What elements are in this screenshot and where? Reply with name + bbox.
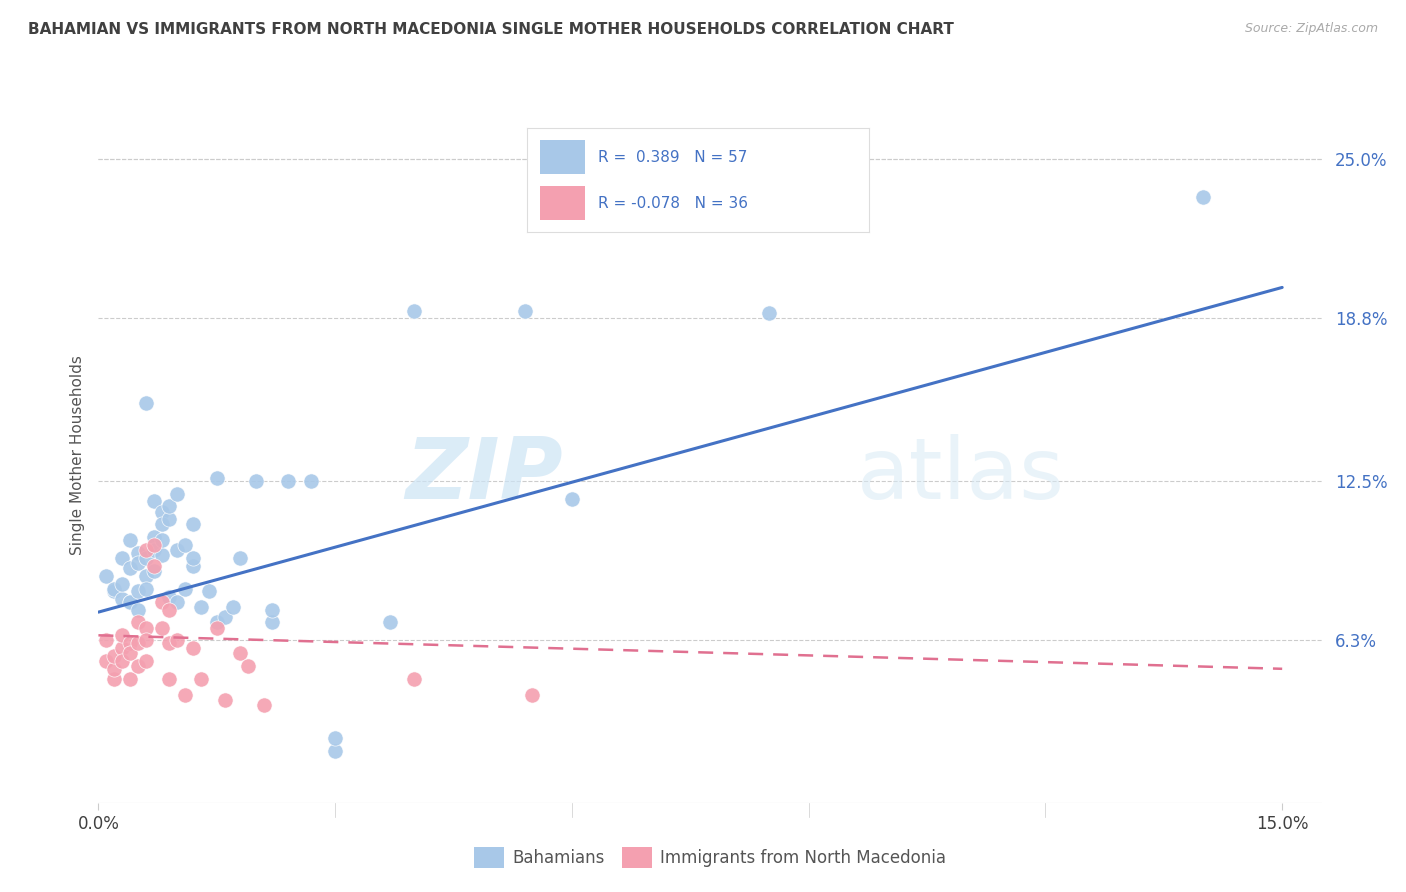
Point xyxy=(142,558,165,573)
Point xyxy=(127,636,149,650)
Point xyxy=(181,641,204,656)
Point xyxy=(190,599,212,614)
Point xyxy=(118,595,141,609)
Legend: Bahamians, Immigrants from North Macedonia: Bahamians, Immigrants from North Macedon… xyxy=(468,841,952,874)
Point xyxy=(135,396,157,410)
Point xyxy=(150,505,173,519)
Point xyxy=(135,582,157,596)
Point xyxy=(277,474,299,488)
Text: ZIP: ZIP xyxy=(405,434,564,517)
Point xyxy=(150,533,173,547)
Point xyxy=(245,474,267,488)
Point xyxy=(301,474,323,488)
Point xyxy=(198,584,221,599)
Text: atlas: atlas xyxy=(856,434,1064,517)
Point xyxy=(522,688,544,702)
Point xyxy=(118,646,141,660)
Point xyxy=(205,621,228,635)
Point xyxy=(142,538,165,552)
Point xyxy=(513,303,536,318)
Point xyxy=(127,546,149,560)
Point xyxy=(96,654,118,668)
Point xyxy=(1192,190,1215,204)
Point xyxy=(159,602,181,616)
Point xyxy=(181,558,204,573)
Point xyxy=(118,672,141,686)
Point xyxy=(103,582,125,596)
Point xyxy=(150,517,173,532)
Point xyxy=(166,633,188,648)
Point xyxy=(118,561,141,575)
Point xyxy=(561,491,583,506)
Point xyxy=(214,692,236,706)
Point xyxy=(404,672,426,686)
Point xyxy=(323,744,346,758)
Point xyxy=(174,538,197,552)
Point xyxy=(142,543,165,558)
Point xyxy=(166,543,188,558)
Point xyxy=(238,659,260,673)
Point xyxy=(253,698,276,712)
Point xyxy=(190,672,212,686)
Point xyxy=(118,595,141,609)
Point xyxy=(166,595,188,609)
Point xyxy=(205,615,228,630)
Point xyxy=(174,688,197,702)
Point xyxy=(229,551,252,566)
Point xyxy=(111,551,134,566)
Point xyxy=(111,641,134,656)
Point xyxy=(380,615,402,630)
Point xyxy=(135,633,157,648)
Point xyxy=(127,602,149,616)
Point xyxy=(181,517,204,532)
Text: BAHAMIAN VS IMMIGRANTS FROM NORTH MACEDONIA SINGLE MOTHER HOUSEHOLDS CORRELATION: BAHAMIAN VS IMMIGRANTS FROM NORTH MACEDO… xyxy=(28,22,955,37)
Point xyxy=(96,633,118,648)
Point xyxy=(103,662,125,676)
Point xyxy=(127,659,149,673)
Point xyxy=(758,306,780,320)
Point xyxy=(142,564,165,578)
Point xyxy=(166,486,188,500)
Point xyxy=(150,549,173,563)
Point xyxy=(221,599,243,614)
Point xyxy=(111,592,134,607)
Point xyxy=(96,569,118,583)
Point xyxy=(323,731,346,746)
Point xyxy=(142,494,165,508)
Point xyxy=(135,543,157,558)
Point xyxy=(103,584,125,599)
Point xyxy=(150,595,173,609)
Point xyxy=(404,303,426,318)
Point xyxy=(135,569,157,583)
Point xyxy=(142,530,165,544)
Point xyxy=(159,500,181,514)
Point xyxy=(159,672,181,686)
Text: Source: ZipAtlas.com: Source: ZipAtlas.com xyxy=(1244,22,1378,36)
Point xyxy=(205,471,228,485)
Point xyxy=(260,615,283,630)
Point xyxy=(229,646,252,660)
Point xyxy=(111,628,134,642)
Point xyxy=(111,654,134,668)
Point xyxy=(103,648,125,663)
Point xyxy=(135,654,157,668)
Point xyxy=(118,533,141,547)
Point xyxy=(181,551,204,566)
Point xyxy=(103,672,125,686)
Point xyxy=(135,621,157,635)
Point xyxy=(111,576,134,591)
Y-axis label: Single Mother Households: Single Mother Households xyxy=(69,355,84,555)
Point xyxy=(159,590,181,604)
Point xyxy=(214,610,236,624)
Point xyxy=(159,636,181,650)
Point xyxy=(118,636,141,650)
Point xyxy=(127,584,149,599)
Point xyxy=(127,556,149,570)
Point xyxy=(159,512,181,526)
Point xyxy=(127,615,149,630)
Point xyxy=(135,551,157,566)
Point xyxy=(150,621,173,635)
Point xyxy=(260,602,283,616)
Point xyxy=(174,582,197,596)
